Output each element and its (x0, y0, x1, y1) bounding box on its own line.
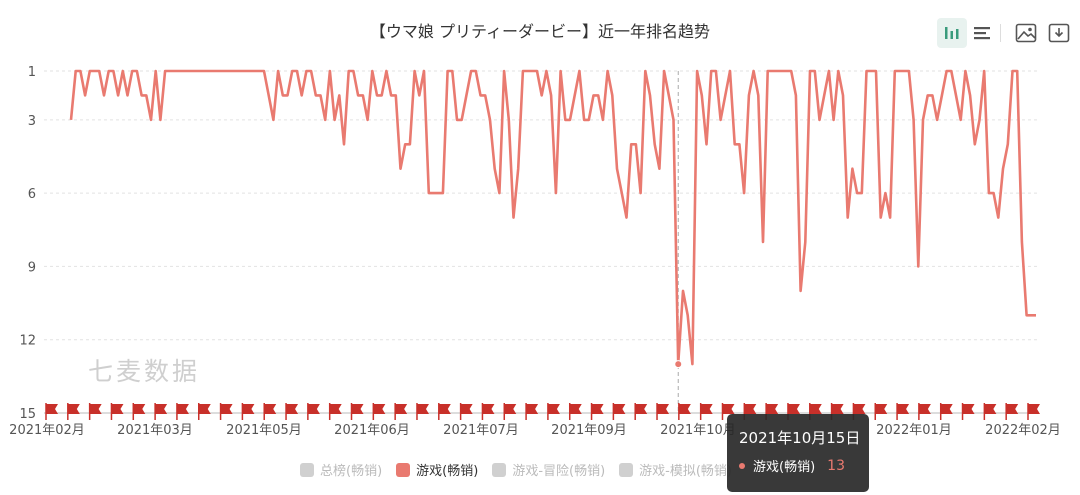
bar-chart-icon (945, 27, 959, 39)
event-flag-icon[interactable] (874, 403, 888, 420)
event-flag-icon[interactable] (481, 403, 495, 420)
event-flag-icon[interactable] (372, 403, 386, 420)
event-flag-icon[interactable] (699, 403, 713, 420)
event-flag-icon[interactable] (983, 403, 997, 420)
watermark: 七麦数据 (88, 357, 201, 386)
download-icon (1048, 23, 1070, 43)
event-flag-icon[interactable] (1027, 403, 1040, 420)
y-tick-label: 12 (19, 334, 36, 349)
y-axis: 1 3 6 9 12 15 (19, 65, 36, 422)
event-flag-icon[interactable] (176, 403, 189, 420)
event-flag-icon[interactable] (547, 403, 560, 420)
legend-swatch (396, 462, 411, 477)
save-image-button[interactable] (1011, 18, 1041, 48)
tooltip-series-dot (739, 462, 745, 469)
y-tick-label: 3 (28, 114, 36, 129)
tooltip-date: 2021年10月15日 (739, 429, 861, 447)
x-tick-label: 2021年03月 (117, 423, 193, 438)
event-flag-icon[interactable] (328, 403, 342, 420)
event-flag-icon[interactable] (961, 403, 975, 420)
legend-item[interactable]: 总榜(畅销) (300, 460, 382, 479)
tooltip-value: 13 (827, 457, 845, 474)
event-flag-icon[interactable] (590, 403, 604, 420)
event-flag-icon[interactable] (45, 403, 58, 420)
tooltip-point (674, 360, 683, 369)
x-tick-label: 2021年02月 (9, 423, 85, 438)
event-flag-icon[interactable] (503, 403, 517, 420)
y-tick-label: 15 (19, 407, 36, 422)
y-tick-label: 9 (28, 260, 36, 275)
legend-label: 游戏(畅销) (416, 464, 479, 479)
legend: 总榜(畅销) 游戏(畅销) 游戏-冒险(畅销) 游戏-模拟(畅销) (300, 460, 732, 479)
event-flag-icon[interactable] (110, 403, 124, 420)
image-icon (1015, 23, 1037, 43)
toolbar-divider (1000, 18, 1001, 48)
event-flag-icon[interactable] (896, 403, 910, 420)
event-flag-icon[interactable] (634, 403, 648, 420)
event-flag-icon[interactable] (438, 403, 451, 420)
event-flag-icon[interactable] (416, 403, 429, 420)
x-axis: 2021年02月 2021年03月 2021年05月 2021年06月 2021年07月… (9, 423, 1061, 438)
event-flags (45, 403, 1040, 420)
list-view-button[interactable] (967, 18, 997, 48)
x-tick-label: 2022年01月 (876, 423, 952, 438)
list-icon (974, 27, 990, 40)
legend-swatch (619, 462, 634, 477)
legend-item[interactable]: 游戏(畅销) (396, 460, 478, 479)
event-flag-icon[interactable] (568, 403, 582, 420)
y-tick-label: 6 (28, 187, 36, 202)
tooltip: 2021年10月15日 游戏(畅销) 13 (727, 414, 869, 492)
legend-item[interactable]: 游戏-冒险(畅销) (492, 460, 605, 479)
chart-title: 【ウマ娘 プリティーダービー】近一年排名趋势 (369, 22, 711, 41)
y-tick-label: 1 (28, 65, 36, 80)
event-flag-icon[interactable] (285, 403, 299, 420)
tooltip-row: 游戏(畅销) 13 (739, 456, 845, 475)
legend-label: 总榜(畅销) (320, 464, 383, 479)
x-tick-label: 2021年06月 (334, 423, 410, 438)
event-flag-icon[interactable] (721, 403, 735, 420)
legend-item[interactable]: 游戏-模拟(畅销) (619, 460, 732, 479)
bar-chart-button[interactable] (937, 18, 967, 48)
x-tick-label: 2022年02月 (985, 423, 1061, 438)
event-flag-icon[interactable] (132, 403, 146, 420)
chart-type-toggle (937, 18, 997, 48)
legend-label: 游戏-冒险(畅销) (512, 464, 606, 479)
x-tick-label: 2021年07月 (443, 423, 519, 438)
event-flag-icon[interactable] (154, 403, 168, 420)
event-flag-icon[interactable] (656, 403, 670, 420)
event-flag-icon[interactable] (459, 403, 473, 420)
event-flag-icon[interactable] (307, 403, 320, 420)
legend-swatch (300, 462, 314, 477)
event-flag-icon[interactable] (1005, 403, 1019, 420)
event-flag-icon[interactable] (939, 403, 953, 420)
legend-label: 游戏-模拟(畅销) (639, 464, 732, 479)
x-tick-label: 2021年09月 (551, 423, 627, 438)
tooltip-series-name: 游戏(畅销) (753, 460, 816, 475)
event-flag-icon[interactable] (263, 403, 277, 420)
event-flag-icon[interactable] (394, 403, 408, 420)
event-flag-icon[interactable] (88, 403, 102, 420)
event-flag-icon[interactable] (678, 403, 691, 420)
event-flag-icon[interactable] (198, 403, 211, 420)
legend-swatch (492, 462, 507, 477)
event-flag-icon[interactable] (67, 403, 80, 420)
x-tick-label: 2021年10月 (660, 423, 736, 438)
x-tick-label: 2021年05月 (226, 423, 302, 438)
event-flag-icon[interactable] (219, 403, 233, 420)
event-flag-icon[interactable] (350, 403, 364, 420)
event-flag-icon[interactable] (241, 403, 255, 420)
download-button[interactable] (1044, 18, 1074, 48)
event-flag-icon[interactable] (918, 403, 931, 420)
event-flag-icon[interactable] (525, 403, 539, 420)
event-flag-icon[interactable] (612, 403, 626, 420)
series-line-game-grossing (69, 69, 1036, 366)
